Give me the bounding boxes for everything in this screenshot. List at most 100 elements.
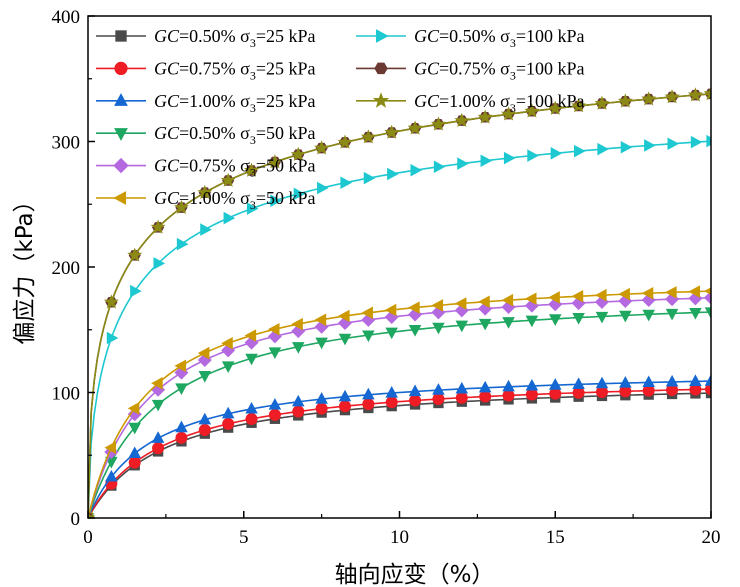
data-point (619, 376, 632, 388)
data-point (270, 194, 282, 207)
y-tick-label: 0 (71, 509, 81, 530)
data-point (689, 374, 702, 387)
data-point (408, 384, 422, 397)
data-point (433, 160, 446, 174)
legend-label: GC=0.75% σ3=100 kPa (414, 58, 585, 82)
data-point (478, 295, 490, 309)
data-point (360, 129, 376, 144)
x-axis-title: 轴向应变（%） (335, 562, 495, 587)
data-point (618, 287, 630, 301)
data-point (595, 311, 609, 324)
legend: GC=0.50% σ3=25 kPa GC=0.75% σ3=25 kPa GC=1… (96, 26, 585, 212)
legend-marker (115, 30, 127, 42)
data-point (267, 154, 283, 169)
legend-marker (114, 61, 128, 76)
x-tick-label: 10 (390, 527, 409, 548)
legend-label: GC=1.00% σ3=50 kPa (154, 188, 316, 212)
series-line (88, 388, 711, 518)
series-6 (88, 285, 711, 518)
data-point (479, 390, 492, 403)
data-point (704, 307, 711, 320)
legend-item: GC=0.50% σ3=100 kPa (356, 26, 585, 50)
data-point (688, 285, 701, 298)
data-point (689, 307, 702, 320)
data-point (597, 142, 609, 156)
legend-marker (372, 92, 390, 108)
data-point (408, 324, 422, 337)
data-point (340, 176, 352, 190)
legend-marker (375, 29, 389, 43)
data-point (385, 327, 398, 340)
data-point (315, 392, 328, 404)
data-point (408, 301, 420, 314)
data-point (152, 442, 165, 455)
data-point (432, 383, 445, 395)
data-point (128, 422, 141, 435)
data-point (574, 144, 586, 158)
data-point (385, 386, 398, 398)
data-point (363, 171, 376, 185)
data-point (127, 247, 143, 262)
data-point (200, 223, 212, 236)
series-7 (88, 134, 711, 518)
data-point (665, 374, 679, 387)
data-point (430, 116, 446, 131)
data-point (478, 380, 492, 393)
legend-marker (374, 62, 388, 75)
data-point (176, 237, 189, 251)
legend-label: GC=1.00% σ3=100 kPa (414, 91, 585, 115)
data-point (151, 399, 165, 412)
data-point (594, 288, 607, 302)
data-point (268, 347, 282, 359)
data-point (571, 98, 587, 113)
data-point (706, 134, 711, 148)
data-point (501, 106, 517, 121)
data-point (501, 293, 514, 307)
data-point (524, 292, 537, 306)
y-tick-label: 300 (52, 133, 81, 154)
data-point (88, 510, 96, 518)
data-point (198, 412, 212, 425)
data-point (705, 383, 711, 396)
data-point (641, 91, 657, 106)
data-point (175, 383, 188, 396)
data-point (550, 147, 563, 160)
data-point (525, 388, 538, 401)
legend-item: GC=0.50% σ3=50 kPa (96, 123, 316, 147)
data-point (103, 294, 119, 309)
data-point (548, 378, 562, 390)
data-point (338, 389, 352, 402)
data-point (267, 322, 280, 336)
legend-item: GC=0.75% σ3=25 kPa (96, 58, 316, 82)
data-point (665, 286, 677, 299)
data-point (431, 299, 444, 312)
data-point (268, 408, 281, 421)
data-point (687, 87, 703, 102)
data-point (175, 431, 188, 444)
data-point (361, 306, 373, 320)
data-point (548, 291, 560, 304)
data-point (362, 398, 375, 411)
data-point (246, 202, 259, 215)
data-point (151, 377, 163, 390)
data-point (502, 379, 515, 392)
data-point (290, 146, 306, 161)
data-point (410, 163, 423, 177)
data-point (478, 318, 492, 331)
data-point (457, 157, 469, 170)
data-point (641, 286, 654, 300)
data-point (455, 391, 468, 404)
data-point (175, 420, 188, 433)
data-point (221, 406, 235, 419)
data-point (222, 417, 235, 430)
data-point (690, 135, 703, 149)
data-point (337, 134, 353, 149)
data-point (362, 387, 375, 400)
data-point (594, 95, 610, 110)
data-point (572, 312, 585, 325)
data-point (503, 151, 516, 165)
data-point (128, 456, 141, 469)
data-point (244, 329, 257, 342)
data-point (338, 400, 351, 413)
data-point (337, 309, 350, 323)
